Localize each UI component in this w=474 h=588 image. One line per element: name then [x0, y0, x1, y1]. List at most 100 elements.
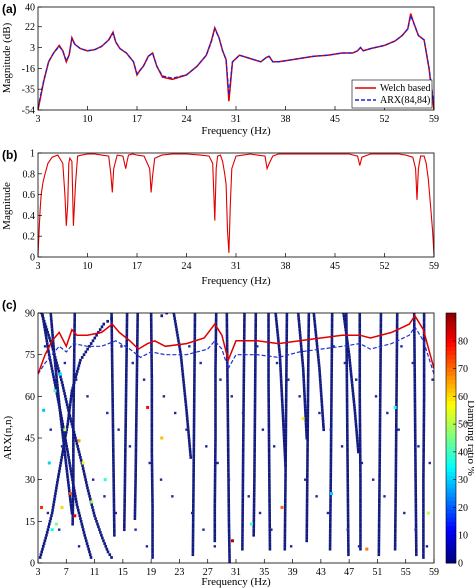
stable-pole-mark: [180, 361, 183, 365]
stable-pole-mark: [226, 436, 230, 440]
stable-pole-mark: [242, 347, 246, 351]
stable-pole-mark: [377, 533, 381, 537]
stable-pole-mark: [69, 400, 72, 404]
stable-pole-mark: [65, 467, 68, 470]
stable-pole-mark: [189, 456, 193, 459]
stable-pole-mark: [135, 381, 139, 384]
stable-pole-mark: [52, 344, 55, 348]
stable-pole-mark: [395, 419, 398, 423]
stable-pole-mark: [124, 414, 128, 418]
stable-pole-mark: [54, 489, 58, 493]
stable-pole-mark: [393, 533, 397, 537]
stable-pole-mark: [378, 442, 382, 445]
stable-pole-mark: [346, 458, 349, 462]
stable-pole-mark: [214, 317, 218, 320]
stable-pole-mark: [241, 506, 245, 509]
stable-pole-mark: [267, 408, 271, 412]
stable-pole-mark: [414, 506, 418, 509]
stable-pole-mark: [213, 539, 217, 543]
stable-pole-mark: [241, 442, 245, 445]
stable-pole-mark: [49, 314, 53, 318]
stable-pole-mark: [192, 478, 195, 482]
stable-pole-mark: [252, 522, 256, 526]
pole-mark: [340, 445, 344, 448]
stable-pole-mark: [106, 550, 110, 554]
stable-pole-mark: [345, 369, 349, 373]
stable-pole-mark: [151, 508, 154, 512]
stable-pole-mark: [330, 400, 333, 404]
stable-pole-mark: [241, 494, 245, 498]
stable-pole-mark: [193, 369, 196, 373]
stable-pole-mark: [192, 500, 195, 504]
stable-pole-mark: [395, 331, 399, 334]
stable-pole-mark: [422, 339, 426, 343]
stable-pole-mark: [267, 381, 270, 384]
stable-pole-mark: [214, 344, 218, 348]
stable-pole-mark: [72, 425, 75, 429]
stable-pole-mark: [285, 344, 288, 348]
stable-pole-mark: [150, 406, 154, 409]
stable-pole-mark: [413, 344, 416, 348]
stable-pole-mark: [267, 336, 270, 340]
stable-pole-mark: [241, 439, 245, 443]
stable-pole-mark: [112, 481, 115, 484]
stable-pole-mark: [358, 317, 362, 320]
pole-mark: [411, 361, 414, 365]
stable-pole-mark: [65, 444, 69, 448]
stable-pole-mark: [252, 497, 256, 501]
y-tick-label: 0.6: [23, 190, 36, 201]
stable-pole-mark: [75, 442, 79, 445]
stable-pole-mark: [183, 392, 187, 395]
stable-pole-mark: [110, 358, 114, 362]
stable-pole-mark: [226, 406, 230, 409]
stable-pole-mark: [330, 328, 334, 332]
stable-pole-mark: [267, 439, 271, 443]
stable-pole-mark: [111, 383, 114, 387]
stable-pole-mark: [393, 531, 397, 534]
stable-pole-mark: [125, 358, 128, 362]
stable-pole-mark: [123, 497, 127, 501]
stable-pole-mark: [330, 339, 334, 343]
stable-pole-mark: [267, 386, 270, 390]
panel-c-xlabel: Frequency (Hz): [201, 576, 271, 588]
stable-pole-mark: [305, 497, 309, 501]
stable-pole-mark: [151, 494, 154, 498]
stable-pole-mark: [422, 442, 425, 445]
stable-pole-mark: [135, 383, 139, 387]
colorbar-segment: [446, 504, 456, 510]
stable-pole-mark: [241, 489, 245, 493]
stable-pole-mark: [125, 331, 129, 334]
stable-pole-mark: [149, 314, 153, 318]
stable-pole-mark: [134, 483, 137, 487]
stable-pole-mark: [241, 483, 245, 487]
stable-pole-mark: [358, 406, 362, 409]
damped-pole-mark: [146, 405, 150, 409]
stable-pole-mark: [395, 353, 399, 357]
stable-pole-mark: [349, 369, 353, 373]
stable-pole-mark: [124, 381, 128, 384]
stable-pole-mark: [226, 394, 229, 398]
stable-pole-mark: [358, 328, 362, 332]
x-tick-label: 10: [83, 114, 93, 125]
stable-pole-mark: [112, 500, 116, 504]
y-tick-label: -54: [22, 106, 35, 117]
stable-pole-mark: [124, 375, 128, 379]
stable-pole-mark: [317, 356, 320, 359]
stable-pole-mark: [214, 372, 217, 376]
stable-pole-mark: [150, 450, 154, 454]
stable-pole-mark: [124, 400, 128, 404]
stable-pole-mark: [354, 425, 358, 429]
stable-pole-mark: [227, 519, 231, 523]
stable-pole-mark: [345, 375, 349, 379]
stable-pole-mark: [53, 383, 57, 387]
stable-pole-mark: [413, 436, 417, 440]
stable-pole-mark: [111, 372, 114, 376]
stable-pole-mark: [377, 550, 381, 554]
stable-pole-mark: [359, 539, 362, 543]
stable-pole-mark: [347, 353, 351, 357]
stable-pole-mark: [134, 461, 138, 465]
stable-pole-mark: [73, 492, 77, 495]
stable-pole-mark: [67, 489, 71, 493]
stable-pole-mark: [72, 392, 76, 395]
stable-pole-mark: [313, 325, 317, 329]
